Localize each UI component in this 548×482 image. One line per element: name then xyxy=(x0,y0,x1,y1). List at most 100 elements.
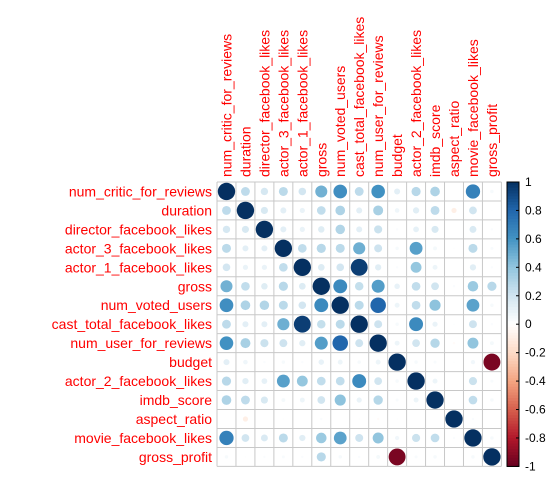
corr-circle xyxy=(299,340,306,347)
corr-circle xyxy=(371,184,385,199)
legend-swatch xyxy=(507,295,519,300)
corr-circle xyxy=(375,359,381,365)
corr-circle xyxy=(260,396,268,404)
corr-circle xyxy=(240,338,251,349)
legend-swatch xyxy=(507,292,519,297)
legend-swatch xyxy=(507,426,519,431)
corr-circle xyxy=(255,220,274,239)
corr-circle xyxy=(369,334,387,352)
row-label: duration xyxy=(161,202,212,218)
corr-circle xyxy=(430,433,440,443)
corr-circle xyxy=(452,285,456,288)
corr-circle xyxy=(281,360,286,364)
corr-circle xyxy=(374,225,383,234)
corr-circle xyxy=(335,319,345,329)
color-legend: 1 0.8 0.6 0.4 0.2 0 -0.2 -0.4 -0.6 -0.8 -1 xyxy=(506,175,546,473)
corr-circle xyxy=(433,455,437,459)
corr-circle xyxy=(354,187,364,196)
legend-swatch xyxy=(507,412,519,416)
corr-circle xyxy=(260,434,268,442)
corr-circle xyxy=(299,434,306,442)
corr-circle xyxy=(278,186,288,196)
legend-tick-label: -0.8 xyxy=(525,431,546,445)
legend-swatch xyxy=(507,364,519,368)
corr-circle xyxy=(357,360,361,364)
legend-swatch xyxy=(507,298,519,303)
corr-circle xyxy=(395,322,399,326)
column-label: cast_total_facebook_likes xyxy=(351,17,367,177)
corr-circle xyxy=(222,319,231,329)
corr-circle xyxy=(299,207,305,214)
corr-circle xyxy=(222,206,231,215)
corr-circle xyxy=(301,360,304,364)
corr-circle xyxy=(221,243,231,253)
corr-circle xyxy=(315,185,328,198)
corr-circle xyxy=(281,455,285,459)
corr-circle xyxy=(236,201,255,220)
legend-swatch xyxy=(507,321,519,325)
legend-swatch xyxy=(507,440,519,445)
corr-circle xyxy=(222,225,231,234)
row-label: actor_2_facebook_likes xyxy=(65,373,212,389)
column-label: actor_2_facebook_likes xyxy=(408,30,424,177)
legend-swatch xyxy=(507,378,519,382)
legend-swatch xyxy=(507,355,519,359)
corr-circle xyxy=(243,359,248,365)
legend-swatch xyxy=(507,423,519,428)
corr-circle xyxy=(394,283,400,290)
legend-swatch xyxy=(507,358,519,362)
legend-swatch xyxy=(507,230,519,234)
row-label: cast_total_facebook_likes xyxy=(52,316,212,332)
corr-circle xyxy=(242,416,249,422)
legend-swatch xyxy=(507,267,519,271)
column-label: director_facebook_likes xyxy=(256,30,272,177)
corr-circle xyxy=(317,396,326,404)
corr-circle xyxy=(394,340,400,346)
legend-swatch xyxy=(507,392,519,396)
corr-circle xyxy=(335,224,345,235)
legend-swatch xyxy=(507,429,519,433)
corr-circle xyxy=(375,264,382,271)
corr-circle xyxy=(371,279,385,293)
corr-circle xyxy=(260,339,269,348)
corr-circle xyxy=(276,374,290,388)
legend-swatch xyxy=(507,332,519,337)
corr-circle xyxy=(223,359,230,366)
legend-swatch xyxy=(507,224,519,229)
row-label: aspect_ratio xyxy=(136,411,212,427)
legend-tick-label: -0.2 xyxy=(525,346,546,360)
corr-circle xyxy=(490,436,494,440)
legend-swatch xyxy=(507,361,519,365)
corr-circle xyxy=(469,206,477,215)
corr-circle xyxy=(395,246,399,251)
corr-circle xyxy=(395,379,399,383)
legend-swatch xyxy=(507,233,519,237)
corr-circle xyxy=(357,455,361,459)
corr-circle xyxy=(352,374,367,389)
legend-swatch xyxy=(507,398,519,402)
legend-swatch xyxy=(507,338,519,342)
legend-swatch xyxy=(507,420,519,425)
row-label: actor_3_facebook_likes xyxy=(65,240,212,256)
column-label: duration xyxy=(237,126,253,177)
legend-swatch xyxy=(507,375,519,379)
corr-circle xyxy=(407,372,425,390)
corr-circle xyxy=(332,335,349,351)
legend-swatch xyxy=(507,315,519,320)
corr-circle xyxy=(278,300,288,310)
legend-swatch xyxy=(507,182,519,186)
corr-circle xyxy=(388,448,406,466)
row-labels: num_critic_for_reviews duration director_f… xyxy=(52,183,213,464)
legend-swatch xyxy=(507,409,519,413)
legend-swatch xyxy=(507,304,519,308)
corr-circle xyxy=(356,207,363,214)
corr-circle xyxy=(316,376,326,386)
legend-swatch xyxy=(507,366,519,371)
legend-swatch xyxy=(507,381,519,385)
corr-circle xyxy=(241,225,250,233)
corr-circle xyxy=(318,359,325,365)
corr-circle xyxy=(242,321,249,328)
corr-circle xyxy=(490,228,494,231)
corr-circle xyxy=(445,410,463,428)
corr-circle xyxy=(468,395,478,405)
